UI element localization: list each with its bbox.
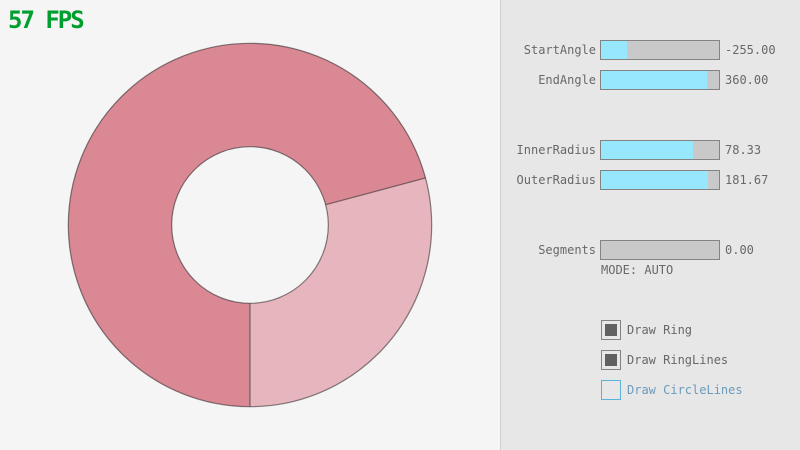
slider-fill [601, 171, 708, 189]
slider-value: 78.33 [725, 143, 762, 157]
slider-row-segments: Segments 0.00 [501, 240, 800, 260]
slider-label: EndAngle [538, 73, 596, 87]
ring-drawing [67, 42, 433, 408]
endangle-slider[interactable] [600, 70, 720, 90]
outerradius-slider[interactable] [600, 170, 720, 190]
slider-fill [601, 41, 627, 59]
checkbox-label: Draw RingLines [627, 353, 729, 367]
checkbox-label: Draw CircleLines [627, 383, 743, 397]
slider-value: 0.00 [725, 243, 754, 257]
slider-row-startangle: StartAngle -255.00 [501, 40, 800, 60]
check-mark-icon [605, 324, 617, 336]
checkbox-row-draw-circlelines: Draw CircleLines [601, 380, 800, 400]
control-panel: StartAngle -255.00 EndAngle 360.00 Inner… [500, 0, 800, 450]
slider-label: InnerRadius [516, 143, 596, 157]
slider-value: -255.00 [725, 43, 776, 57]
slider-label: Segments [538, 243, 596, 257]
draw-circlelines-checkbox[interactable] [601, 380, 621, 400]
slider-fill [601, 141, 693, 159]
slider-row-endangle: EndAngle 360.00 [501, 70, 800, 90]
slider-value: 360.00 [725, 73, 769, 87]
draw-ringlines-checkbox[interactable] [601, 350, 621, 370]
slider-value: 181.67 [725, 173, 769, 187]
segments-slider[interactable] [600, 240, 720, 260]
checkbox-row-draw-ringlines: Draw RingLines [601, 350, 800, 370]
slider-label: StartAngle [523, 43, 596, 57]
slider-fill [601, 71, 707, 89]
fps-counter: 57 FPS [8, 6, 85, 34]
slider-label: OuterRadius [516, 173, 596, 187]
mode-label: MODE: AUTO [601, 263, 674, 277]
check-mark-icon [605, 354, 617, 366]
checkbox-row-draw-ring: Draw Ring [601, 320, 800, 340]
slider-row-innerradius: InnerRadius 78.33 [501, 140, 800, 160]
slider-row-outerradius: OuterRadius 181.67 [501, 170, 800, 190]
innerradius-slider[interactable] [600, 140, 720, 160]
checkbox-label: Draw Ring [627, 323, 693, 337]
draw-ring-checkbox[interactable] [601, 320, 621, 340]
startangle-slider[interactable] [600, 40, 720, 60]
